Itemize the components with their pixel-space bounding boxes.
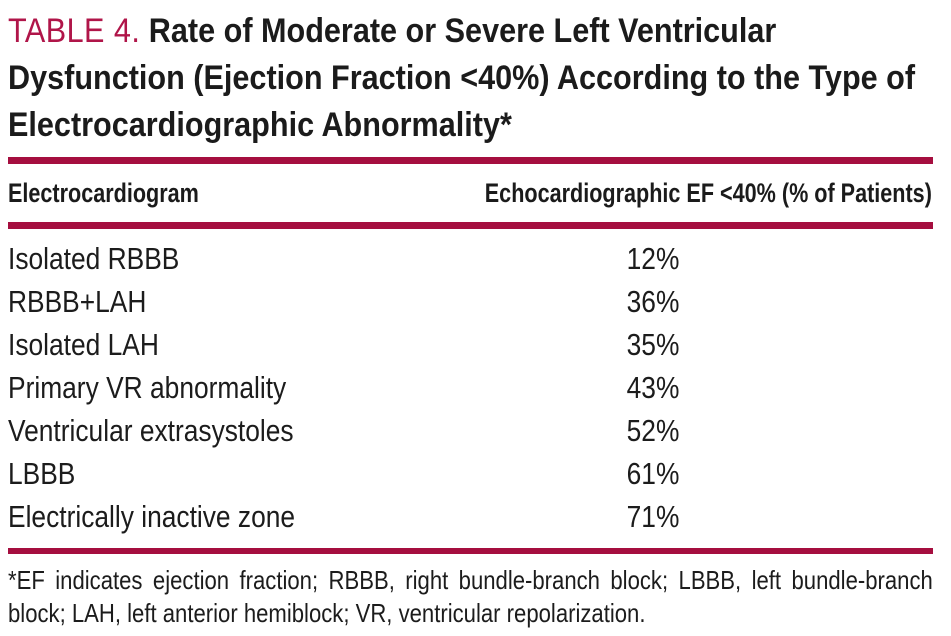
column-header-electrocardiogram: Electrocardiogram (8, 177, 199, 208)
table-figure: TABLE 4. Rate of Moderate or Severe Left… (8, 8, 933, 630)
bottom-rule (8, 548, 933, 554)
table-title-text: Rate of Moderate or Severe Left Ventricu… (8, 12, 916, 144)
table-row: Electrically inactive zone 71% (8, 495, 933, 538)
row-value: 71% (626, 498, 680, 534)
table-row: Primary VR abnormality 43% (8, 366, 933, 409)
table-footnote: *EF indicates ejection fraction; RBBB, r… (8, 565, 933, 628)
column-header-row: Electrocardiogram Echocardiographic EF <… (8, 164, 933, 222)
row-value: 36% (626, 283, 680, 319)
table-row: RBBB+LAH 36% (8, 280, 933, 323)
header-rule (8, 222, 933, 229)
table-row: Isolated LAH 35% (8, 323, 933, 366)
row-label: Electrically inactive zone (8, 498, 296, 534)
row-value: 43% (626, 369, 680, 405)
row-label: Primary VR abnormality (8, 369, 287, 405)
table-title: TABLE 4. Rate of Moderate or Severe Left… (8, 8, 933, 149)
top-rule (8, 157, 933, 164)
table-row: Isolated RBBB 12% (8, 237, 933, 280)
row-value: 12% (626, 240, 680, 276)
row-label: Isolated LAH (8, 326, 159, 362)
table-row: Ventricular extrasystoles 52% (8, 409, 933, 452)
row-label: Isolated RBBB (8, 240, 180, 276)
table-body: Isolated RBBB 12% RBBB+LAH 36% Isolated … (8, 237, 933, 538)
row-value: 35% (626, 326, 680, 362)
table-row: LBBB 61% (8, 452, 933, 495)
row-label: RBBB+LAH (8, 283, 147, 319)
row-value: 61% (626, 455, 680, 491)
column-header-ef: Echocardiographic EF <40% (% of Patients… (484, 177, 932, 208)
table-number-label: TABLE 4. (8, 12, 141, 50)
row-label: Ventricular extrasystoles (8, 412, 294, 448)
row-value: 52% (626, 412, 680, 448)
row-label: LBBB (8, 455, 76, 491)
